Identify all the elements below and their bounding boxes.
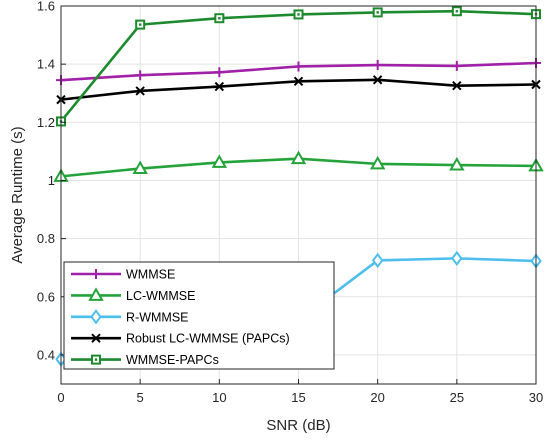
legend-item: R-WMMSE bbox=[71, 309, 189, 325]
square-marker-dot bbox=[138, 23, 142, 26]
legend-label: Robust LC-WMMSE (PAPCs) bbox=[126, 332, 290, 346]
triangle-marker bbox=[132, 160, 148, 175]
legend-item: LC-WMMSE bbox=[71, 287, 195, 303]
series-robust-lc-wmmse-papcs bbox=[56, 75, 541, 105]
legend-item: WMMSE-PAPCs bbox=[71, 353, 219, 367]
y-tick-label: 0.8 bbox=[37, 231, 55, 246]
axis-ticks: 0 5 10 15 20 25 30 0.4 0.6 0.8 1 1.2 1.4 1.6 bbox=[37, 0, 543, 405]
legend-label: WMMSE bbox=[126, 268, 175, 282]
x-tick-label: 25 bbox=[450, 390, 464, 405]
plus-marker bbox=[372, 60, 383, 71]
x-marker bbox=[293, 76, 304, 87]
diamond-marker bbox=[451, 250, 463, 267]
legend-label: LC-WMMSE bbox=[126, 289, 195, 303]
y-tick-label: 0.4 bbox=[37, 347, 55, 362]
triangle-marker bbox=[449, 157, 465, 171]
x-marker bbox=[372, 75, 383, 85]
square-marker-dot bbox=[218, 17, 221, 20]
legend-item: Robust LC-WMMSE (PAPCs) bbox=[71, 332, 290, 346]
x-tick-label: 20 bbox=[370, 390, 384, 405]
legend-label: R-WMMSE bbox=[126, 310, 189, 324]
diamond-marker bbox=[90, 309, 102, 325]
legend-item: WMMSE bbox=[71, 268, 175, 282]
triangle-marker bbox=[290, 150, 307, 165]
square-marker-dot bbox=[297, 13, 300, 16]
x-tick-label: 5 bbox=[137, 390, 144, 405]
square-marker-dot bbox=[94, 358, 98, 361]
x-axis-label: SNR (dB) bbox=[266, 417, 330, 434]
square-marker-dot bbox=[455, 10, 459, 13]
y-tick-label: 1.6 bbox=[37, 0, 55, 14]
plus-marker bbox=[135, 70, 146, 81]
series-lc-wmmse bbox=[53, 150, 544, 182]
x-marker bbox=[214, 81, 225, 92]
x-tick-label: 10 bbox=[212, 390, 226, 405]
x-tick-label: 0 bbox=[57, 390, 64, 405]
x-tick-label: 15 bbox=[291, 390, 305, 405]
y-tick-label: 0.6 bbox=[37, 289, 55, 304]
triangle-marker bbox=[211, 154, 228, 168]
y-tick-label: 1.2 bbox=[37, 115, 55, 130]
x-marker bbox=[91, 333, 101, 343]
y-tick-label: 1.4 bbox=[37, 57, 55, 72]
x-marker bbox=[452, 80, 462, 91]
plus-marker bbox=[91, 269, 101, 279]
plus-marker bbox=[293, 61, 304, 72]
legend: WMMSE LC-WMMSE R-WMMSE Robust LC-WMMSE (PAP… bbox=[63, 261, 335, 370]
x-marker bbox=[135, 86, 145, 96]
y-axis-label: Average Runtime (s) bbox=[9, 126, 26, 263]
triangle-marker bbox=[369, 155, 386, 170]
triangle-marker bbox=[88, 287, 104, 301]
diamond-marker bbox=[371, 252, 384, 269]
plus-marker bbox=[214, 67, 225, 78]
legend-label: WMMSE-PAPCs bbox=[126, 353, 219, 367]
y-tick-label: 1 bbox=[48, 173, 55, 188]
square-marker-dot bbox=[376, 11, 379, 14]
x-tick-label: 30 bbox=[529, 390, 543, 405]
plus-marker bbox=[451, 60, 462, 71]
